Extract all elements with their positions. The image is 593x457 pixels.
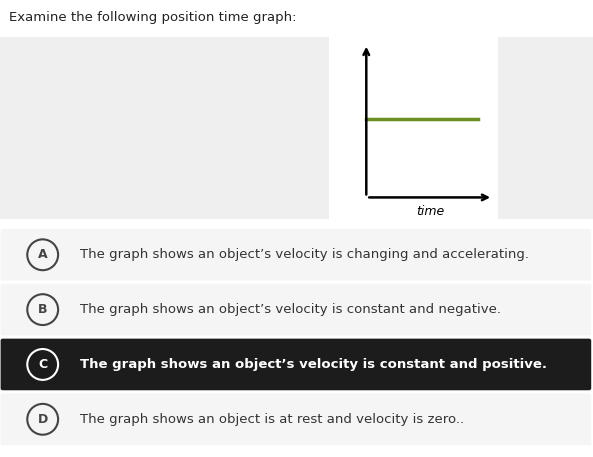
Text: A: A <box>38 248 47 261</box>
Text: time: time <box>416 205 445 218</box>
Text: B: B <box>38 303 47 316</box>
Text: The graph shows an object is at rest and velocity is zero..: The graph shows an object is at rest and… <box>80 413 464 426</box>
Text: Examine the following position time graph:: Examine the following position time grap… <box>9 11 296 24</box>
Text: D: D <box>37 413 48 426</box>
Text: C: C <box>38 358 47 371</box>
Text: position: position <box>309 100 322 149</box>
Text: The graph shows an object’s velocity is constant and positive.: The graph shows an object’s velocity is … <box>80 358 547 371</box>
Text: The graph shows an object’s velocity is constant and negative.: The graph shows an object’s velocity is … <box>80 303 501 316</box>
Text: The graph shows an object’s velocity is changing and accelerating.: The graph shows an object’s velocity is … <box>80 248 529 261</box>
